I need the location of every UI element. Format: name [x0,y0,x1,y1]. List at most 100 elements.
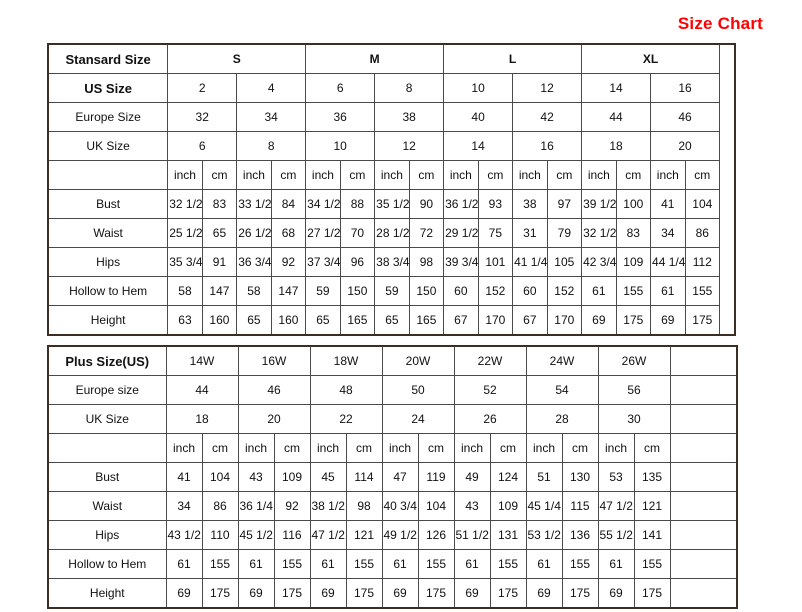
measure-value: 58 [167,276,203,306]
measure-value: 61 [525,549,563,579]
row-label: Waist [47,218,169,248]
measure-value: 69 [381,578,419,609]
row-spacer [720,248,735,277]
size-value: 34 [236,102,307,132]
measure-value: 112 [684,247,721,277]
measure-value: 155 [615,276,652,306]
measure-value: 96 [339,247,376,277]
plus-size-header: 24W [525,345,599,376]
measure-value: 90 [408,189,445,219]
measure-value: 109 [615,247,652,277]
measure-value: 126 [417,520,455,550]
measure-value: 61 [453,549,491,579]
measure-value: 41 [650,189,686,219]
measure-value: 43 [453,491,491,521]
measure-value: 109 [489,491,527,521]
measure-value: 155 [633,549,671,579]
measure-value: 136 [561,520,599,550]
empty-right-cell [669,462,738,492]
measure-value: 51 [525,462,563,492]
measure-value: 104 [684,189,721,219]
empty-right-cell [669,375,738,405]
measure-value: 69 [581,305,617,336]
measure-value: 83 [615,218,652,248]
measure-value: 49 1/2 [381,520,419,550]
unit-header: inch [305,160,341,190]
measure-value: 34 [650,218,686,248]
size-value: 20 [650,131,721,161]
measure-value: 61 [165,549,203,579]
unit-header: cm [477,160,514,190]
row-label: Height [47,578,167,609]
measure-value: 31 [512,218,548,248]
size-value: 8 [374,73,445,103]
row-label: Europe Size [47,102,169,132]
measure-value: 150 [408,276,445,306]
measure-value: 175 [345,578,383,609]
measure-value: 34 1/2 [305,189,341,219]
size-value: 40 [443,102,514,132]
table-row: Waist 34 86 36 1/4 92 38 1/2 98 40 3/4 104 43 109 4… [47,491,738,521]
measure-value: 147 [201,276,238,306]
measure-value: 104 [201,462,239,492]
measure-value: 65 [305,305,341,336]
measure-value: 40 3/4 [381,491,419,521]
plus-table-body: Plus Size(US) 14W 16W 18W 20W 22W 24W 26W Europe… [47,345,738,609]
measure-value: 105 [546,247,583,277]
size-group-header: L [443,43,583,74]
measure-value: 45 1/2 [237,520,275,550]
measure-value: 175 [633,578,671,609]
table-row: Europe size 44 46 48 50 52 54 56 [47,375,738,405]
measure-value: 61 [309,549,347,579]
unit-header: cm [339,160,376,190]
measure-value: 59 [305,276,341,306]
measure-value: 32 1/2 [167,189,203,219]
measure-value: 69 [237,578,275,609]
row-spacer [720,219,735,248]
unit-header: cm [615,160,652,190]
unit-header: cm [270,160,307,190]
measure-value: 109 [273,462,311,492]
size-value: 14 [581,73,652,103]
measure-value: 33 1/2 [236,189,272,219]
unit-row-label [47,160,169,190]
empty-right-cell [669,433,738,463]
measure-value: 155 [201,549,239,579]
measure-value: 61 [237,549,275,579]
measure-value: 131 [489,520,527,550]
unit-header: cm [489,433,527,463]
size-value: 52 [453,375,527,405]
plus-size-header: 20W [381,345,455,376]
measure-value: 37 3/4 [305,247,341,277]
measure-value: 175 [489,578,527,609]
measure-value: 121 [345,520,383,550]
unit-header: cm [273,433,311,463]
measure-value: 114 [345,462,383,492]
row-label: Bust [47,462,167,492]
measure-value: 69 [309,578,347,609]
measure-value: 110 [201,520,239,550]
table-row: Hollow to Hem 58 147 58 147 59 150 59 150 60 152 60… [47,276,735,306]
measure-value: 61 [650,276,686,306]
measure-value: 60 [443,276,479,306]
unit-header: cm [684,160,721,190]
size-value: 36 [305,102,376,132]
size-group-header: XL [581,43,721,74]
measure-value: 116 [273,520,311,550]
measure-value: 119 [417,462,455,492]
size-value: 50 [381,375,455,405]
unit-header: cm [408,160,445,190]
row-label: Hips [47,247,169,277]
size-value: 14 [443,131,514,161]
unit-header: inch [167,160,203,190]
row-label: Hollow to Hem [47,549,167,579]
measure-value: 59 [374,276,410,306]
measure-value: 34 [165,491,203,521]
measure-value: 155 [345,549,383,579]
table-row: Plus Size(US) 14W 16W 18W 20W 22W 24W 26W [47,345,738,376]
measure-value: 28 1/2 [374,218,410,248]
size-value: 18 [165,404,239,434]
size-value: 22 [309,404,383,434]
measure-value: 175 [201,578,239,609]
